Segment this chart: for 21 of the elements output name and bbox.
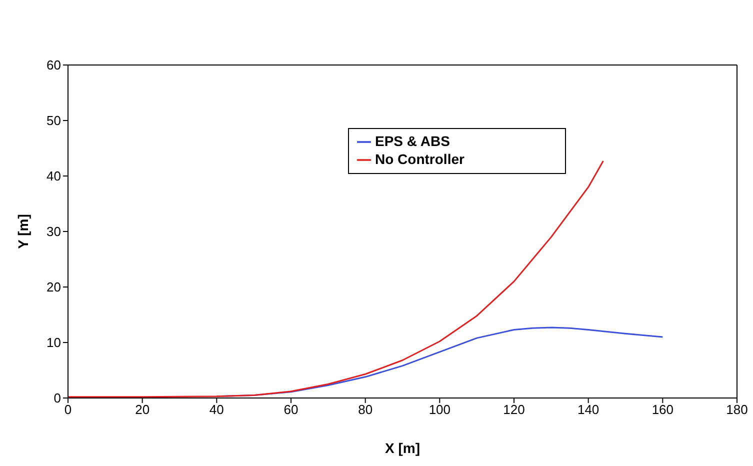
x-tick-label: 60 — [284, 402, 298, 418]
x-tick-label: 120 — [503, 402, 525, 418]
y-tick-label: 10 — [46, 335, 61, 350]
y-axis-title: Y [m] — [14, 214, 31, 249]
x-tick-label: 80 — [358, 402, 373, 418]
legend-label: No Controller — [375, 151, 464, 167]
x-tick-label: 180 — [726, 402, 748, 418]
x-tick-label: 140 — [577, 402, 600, 418]
y-tick-label: 0 — [54, 390, 61, 406]
y-tick-label: 30 — [46, 224, 61, 240]
x-tick-label: 40 — [209, 402, 224, 418]
x-tick-label: 100 — [428, 402, 451, 418]
y-tick-label: 60 — [46, 58, 61, 73]
y-tick-label: 50 — [46, 113, 61, 128]
x-tick-label: 0 — [64, 402, 72, 418]
y-tick-label: 20 — [46, 280, 61, 295]
x-axis-title: X [m] — [385, 440, 420, 456]
y-tick-label: 40 — [46, 168, 61, 184]
legend-label: EPS & ABS — [375, 133, 450, 149]
x-tick-label: 20 — [135, 402, 150, 418]
x-tick-label: 160 — [652, 402, 674, 418]
